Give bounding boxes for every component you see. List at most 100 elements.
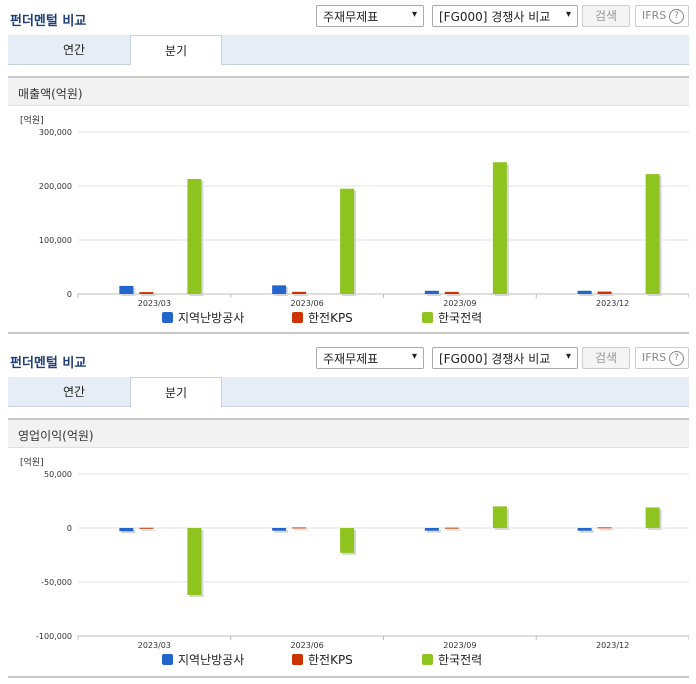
x-tick-label: 2023/06 bbox=[291, 299, 324, 308]
legend-label: 한국전력 bbox=[438, 311, 482, 325]
legend-label: 한전KPS bbox=[308, 311, 353, 325]
report-type-select[interactable]: 주재무제표 ▾ bbox=[316, 347, 424, 369]
ifrs-button[interactable]: IFRS ? bbox=[635, 5, 689, 27]
bar-shadow bbox=[274, 530, 289, 533]
y-tick-label: 100,000 bbox=[39, 236, 72, 245]
competitor-group-value: [FG000] 경쟁사 비교 bbox=[439, 352, 551, 366]
bar bbox=[424, 528, 439, 531]
bar-shadow bbox=[121, 530, 136, 534]
section-divider bbox=[8, 332, 689, 334]
tab-quarterly[interactable]: 분기 bbox=[130, 377, 222, 408]
legend-swatch bbox=[292, 312, 303, 323]
bar bbox=[292, 527, 307, 529]
legend-item: 한국전력 bbox=[422, 653, 482, 667]
bar-shadow bbox=[141, 529, 156, 531]
bar bbox=[340, 528, 355, 553]
bar bbox=[340, 188, 355, 294]
legend-label: 한국전력 bbox=[438, 653, 482, 667]
search-button[interactable]: 검색 bbox=[582, 5, 630, 27]
ifrs-label: IFRS bbox=[642, 9, 667, 22]
x-tick-label: 2023/12 bbox=[596, 299, 629, 308]
bar-shadow bbox=[141, 294, 156, 296]
bar bbox=[187, 528, 202, 595]
chevron-down-icon: ▾ bbox=[411, 351, 417, 362]
operating-profit-chart: [억원] -100,000 -50,000 0 50,000 2023/03 2023/06… bbox=[20, 456, 689, 667]
legend-item: 지역난방공사 bbox=[162, 311, 244, 325]
legend-item: 지역난방공사 bbox=[162, 653, 244, 667]
bar-shadow bbox=[426, 530, 441, 533]
chevron-down-icon: ▾ bbox=[565, 351, 571, 362]
bar bbox=[424, 290, 439, 294]
tab-annual[interactable]: 연간 bbox=[62, 385, 86, 399]
legend-label: 지역난방공사 bbox=[178, 653, 244, 667]
competitor-group-select[interactable]: [FG000] 경쟁사 비교 ▾ bbox=[432, 347, 578, 369]
revenue-chart: [억원] 0 100,000 200,000 300,000 2023/03 2023/06… bbox=[20, 114, 689, 325]
bar bbox=[444, 291, 459, 294]
x-tick-label: 2023/06 bbox=[291, 641, 324, 650]
bar bbox=[577, 290, 592, 294]
legend-swatch bbox=[422, 654, 433, 665]
competitor-group-value: [FG000] 경쟁사 비교 bbox=[439, 10, 551, 24]
bar bbox=[645, 507, 660, 528]
help-icon[interactable]: ? bbox=[669, 9, 684, 24]
report-type-select[interactable]: 주재무제표 ▾ bbox=[316, 5, 424, 27]
x-tick-label: 2023/09 bbox=[443, 299, 476, 308]
fundamental-section-2: 펀더멘털 비교 주재무제표 ▾ [FG000] 경쟁사 비교 ▾ 검색 IFRS… bbox=[0, 342, 696, 684]
bar-shadow bbox=[294, 293, 309, 296]
y-tick-label: 0 bbox=[67, 290, 72, 299]
bar bbox=[577, 528, 592, 531]
legend-swatch bbox=[292, 654, 303, 665]
bar bbox=[292, 291, 307, 294]
report-type-value: 주재무제표 bbox=[323, 352, 379, 366]
bar bbox=[492, 162, 507, 294]
section-title: 펀더멘털 비교 bbox=[10, 356, 87, 371]
bar-shadow bbox=[599, 529, 614, 531]
y-tick-label: -50,000 bbox=[41, 578, 72, 587]
bar bbox=[139, 292, 154, 294]
chevron-down-icon: ▾ bbox=[565, 9, 571, 20]
ifrs-button[interactable]: IFRS ? bbox=[635, 347, 689, 369]
bar-shadow bbox=[294, 529, 309, 531]
bar bbox=[187, 178, 202, 294]
y-tick-label: 0 bbox=[67, 524, 72, 533]
bar bbox=[492, 506, 507, 528]
fundamental-section-1: 펀더멘털 비교 주재무제표 ▾ [FG000] 경쟁사 비교 ▾ 검색 IFRS… bbox=[0, 0, 696, 340]
bar-shadow bbox=[579, 530, 594, 533]
y-tick-label: 300,000 bbox=[39, 128, 72, 137]
competitor-group-select[interactable]: [FG000] 경쟁사 비교 ▾ bbox=[432, 5, 578, 27]
bar bbox=[597, 527, 612, 529]
legend-item: 한전KPS bbox=[292, 311, 353, 325]
chart-title-bar: 매출액(억원) bbox=[8, 76, 689, 106]
x-tick-label: 2023/12 bbox=[596, 641, 629, 650]
legend-item: 한국전력 bbox=[422, 311, 482, 325]
bar-shadow bbox=[446, 293, 461, 296]
legend-swatch bbox=[162, 654, 173, 665]
bar bbox=[645, 174, 660, 294]
y-tick-label: 200,000 bbox=[39, 182, 72, 191]
section-header: 펀더멘털 비교 주재무제표 ▾ [FG000] 경쟁사 비교 ▾ 검색 IFRS… bbox=[0, 0, 696, 32]
legend-item: 한전KPS bbox=[292, 653, 353, 667]
bar bbox=[272, 528, 287, 531]
tab-quarterly[interactable]: 분기 bbox=[130, 35, 222, 66]
legend-label: 지역난방공사 bbox=[178, 311, 244, 325]
help-icon[interactable]: ? bbox=[669, 351, 684, 366]
chart-title-bar: 영업이익(억원) bbox=[8, 418, 689, 448]
bar bbox=[119, 528, 134, 532]
legend-swatch bbox=[162, 312, 173, 323]
chart-title: 매출액(억원) bbox=[18, 87, 83, 101]
x-tick-label: 2023/03 bbox=[138, 299, 171, 308]
search-button[interactable]: 검색 bbox=[582, 347, 630, 369]
bar bbox=[119, 285, 134, 294]
bar bbox=[597, 291, 612, 294]
bar bbox=[272, 285, 287, 294]
unit-label: [억원] bbox=[20, 114, 44, 126]
tab-annual[interactable]: 연간 bbox=[62, 43, 86, 57]
x-tick-label: 2023/03 bbox=[138, 641, 171, 650]
bar bbox=[444, 527, 459, 529]
bar-shadow bbox=[579, 292, 594, 296]
ifrs-label: IFRS bbox=[642, 351, 667, 364]
legend-swatch bbox=[422, 312, 433, 323]
bar bbox=[139, 527, 154, 529]
period-tabs: 연간 분기 bbox=[8, 35, 689, 66]
report-type-value: 주재무제표 bbox=[323, 10, 379, 24]
